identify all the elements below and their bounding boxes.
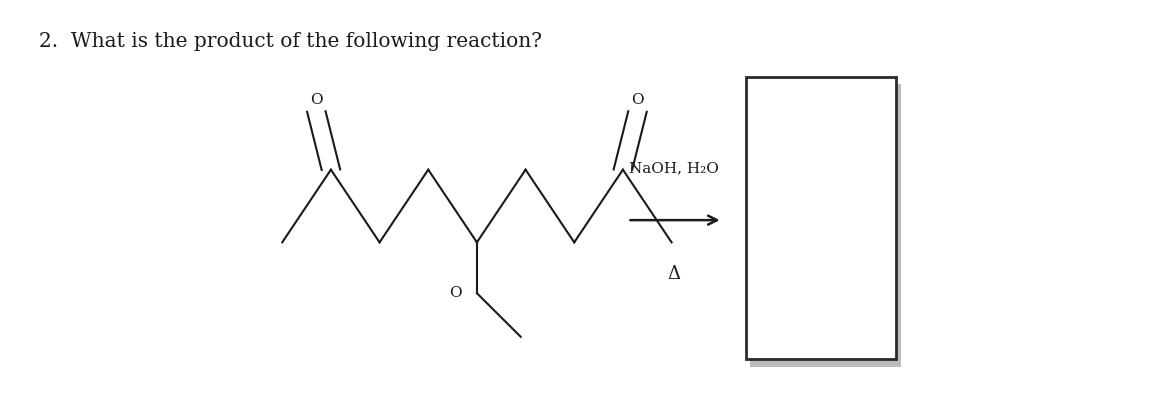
- Text: NaOH, H₂O: NaOH, H₂O: [629, 162, 719, 176]
- Text: O: O: [631, 93, 644, 107]
- Text: Δ: Δ: [668, 265, 680, 283]
- Bar: [750, 84, 901, 367]
- Bar: [746, 77, 896, 359]
- Text: 2.  What is the product of the following reaction?: 2. What is the product of the following …: [39, 33, 541, 52]
- Text: O: O: [310, 93, 322, 107]
- Text: O: O: [449, 286, 462, 300]
